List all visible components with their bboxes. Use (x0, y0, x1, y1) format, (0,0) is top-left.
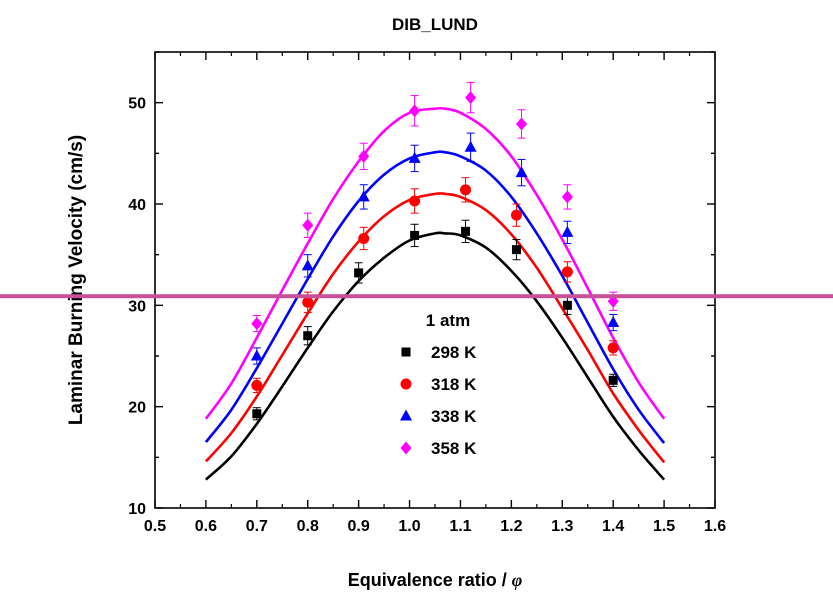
point-358k (358, 149, 370, 163)
plot-area (154, 51, 716, 509)
point-358k (302, 218, 314, 232)
x-tick-label: 1.0 (398, 518, 420, 535)
x-tick-label: 1.6 (704, 518, 726, 535)
legend: 1 atm 298 K 318 K 338 K 358 K (400, 311, 477, 458)
point-298k (562, 300, 572, 310)
x-tick-label: 0.5 (144, 518, 166, 535)
data-markers (250, 81, 620, 421)
fit-curve-318k (204, 192, 666, 464)
point-318k (607, 342, 619, 354)
legend-label-358k: 358 K (431, 439, 477, 458)
point-298k (511, 245, 521, 255)
legend-marker-298k (401, 347, 411, 357)
legend-label-298k: 298 K (431, 343, 477, 362)
y-tick-label: 30 (128, 298, 146, 315)
point-338k (607, 316, 620, 328)
x-tick-label: 1.1 (449, 518, 471, 535)
x-axis-label-symbol: φ (512, 570, 523, 590)
point-318k (510, 209, 522, 221)
legend-label-318k: 318 K (431, 375, 477, 394)
point-338k (464, 140, 477, 152)
x-tick-label: 1.2 (500, 518, 522, 535)
x-tick-label: 0.8 (297, 518, 319, 535)
point-358k (409, 104, 421, 118)
y-tick-label: 40 (128, 197, 146, 214)
y-tick-label: 10 (128, 501, 146, 518)
y-tick-label: 20 (128, 400, 146, 417)
point-338k (250, 349, 263, 361)
point-358k (561, 190, 573, 204)
point-298k (354, 268, 364, 278)
x-tick-label: 1.5 (653, 518, 675, 535)
y-tick-label: 50 (128, 96, 146, 113)
x-tick-label: 0.9 (348, 518, 370, 535)
point-318k (251, 379, 263, 391)
x-tick-label: 0.6 (195, 518, 217, 535)
x-tick-label: 1.4 (602, 518, 624, 535)
overlay-line (0, 294, 833, 299)
y-axis-label: Laminar Burning Velocity (cm/s) (66, 135, 87, 425)
point-338k (408, 151, 421, 163)
point-318k (460, 184, 472, 196)
point-338k (357, 190, 370, 202)
point-318k (409, 195, 421, 207)
fit-curve-338k (204, 150, 666, 444)
point-298k (461, 226, 471, 236)
point-298k (252, 409, 262, 419)
fit-curve-298k (205, 231, 666, 481)
point-338k (301, 259, 314, 271)
x-tick-label: 0.7 (246, 518, 268, 535)
x-axis-label: Equivalence ratio / φ (348, 570, 523, 590)
point-298k (608, 375, 618, 385)
x-tick-label: 1.3 (551, 518, 573, 535)
chart-title: DIB_LUND (392, 15, 478, 34)
point-318k (561, 266, 573, 278)
legend-label-338k: 338 K (431, 407, 477, 426)
x-axis-label-text: Equivalence ratio / (348, 570, 512, 590)
legend-marker-318k (400, 378, 412, 390)
point-358k (251, 317, 263, 331)
fit-curve-358k (204, 106, 666, 420)
point-358k (516, 117, 528, 131)
axes-labels: 0.5 0.6 0.7 0.8 0.9 1.0 1.1 1.2 1.3 1.4 1.5 1.6 10 20… (66, 15, 726, 590)
legend-marker-358k (400, 441, 412, 455)
overlay-horizontal-line (0, 294, 833, 299)
point-298k (303, 331, 313, 341)
legend-title: 1 atm (426, 311, 470, 330)
point-338k (515, 166, 528, 178)
point-298k (410, 230, 420, 240)
fit-curves (204, 106, 666, 481)
legend-marker-338k (400, 409, 412, 421)
point-318k (302, 296, 314, 308)
point-338k (561, 225, 574, 237)
point-318k (358, 232, 370, 244)
point-358k (465, 91, 477, 105)
